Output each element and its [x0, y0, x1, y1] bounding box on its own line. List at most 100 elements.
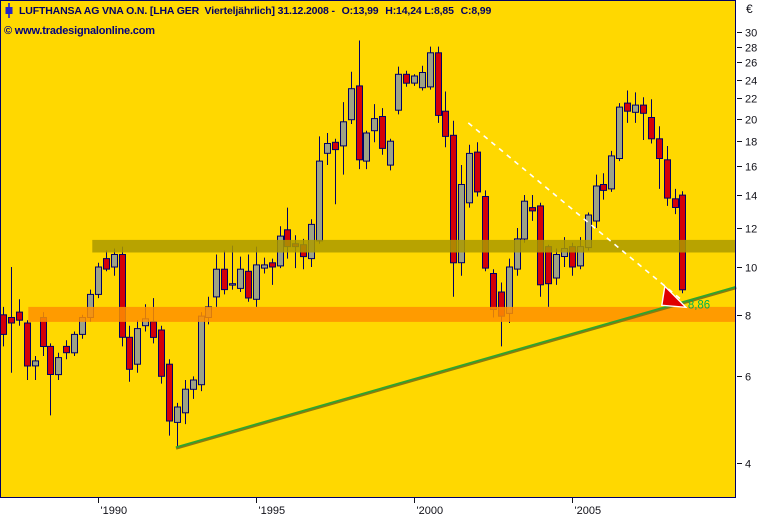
- candle-body-down: [379, 116, 386, 149]
- x-tick-label: '1990: [101, 505, 128, 517]
- candle-body-down: [442, 110, 449, 137]
- instrument-title: LUFTHANSA AG VNA O.N. [LHA GER Vierteljä…: [19, 4, 338, 17]
- candle-body-up: [387, 140, 394, 166]
- candle-body-down: [119, 254, 126, 338]
- x-tick-label: '1995: [259, 505, 286, 517]
- trendline-shadow: [175, 286, 737, 450]
- candle-body-down: [474, 151, 481, 193]
- candle-body-down: [16, 311, 23, 321]
- candle-body-up: [261, 264, 268, 269]
- close-value: C:8,99: [460, 4, 492, 17]
- arrow-marker: [661, 284, 688, 309]
- candle-body-up: [363, 132, 370, 162]
- candle-body-up: [111, 254, 118, 268]
- candle-body-up: [340, 121, 347, 147]
- candle-body-down: [356, 85, 363, 161]
- candle-body-down: [47, 345, 54, 375]
- candle-body-up: [174, 406, 181, 423]
- candle-body-up: [506, 266, 513, 314]
- candlestick-icon: [5, 3, 13, 18]
- candle-body-down: [640, 104, 647, 114]
- candle-body-up: [521, 200, 528, 240]
- candle-body-up: [213, 268, 220, 298]
- candle-body-up: [237, 268, 244, 289]
- x-tick-label: '2005: [575, 505, 602, 517]
- candle-body-down: [435, 52, 442, 116]
- candle-body-up: [182, 388, 189, 414]
- candle-body-up: [348, 88, 355, 121]
- candle-body-down: [403, 73, 410, 84]
- falling-dashed-trendline[interactable]: [467, 122, 682, 300]
- candle-body-down: [529, 207, 536, 212]
- y-tick-label: 22: [745, 94, 757, 106]
- y-tick-label: 14: [745, 191, 757, 203]
- y-tick-label: 20: [745, 115, 757, 127]
- candle-body-down: [624, 102, 631, 112]
- candle-body-up: [411, 75, 418, 84]
- candle-body-up: [134, 328, 141, 365]
- high-low-values: H:14,24 L:8,85: [382, 4, 457, 17]
- candle-body-down: [269, 262, 276, 268]
- watermark-link[interactable]: © www.tradesignalonline.com: [4, 25, 155, 37]
- candle-body-down: [158, 329, 165, 377]
- candle-body-down: [332, 141, 339, 151]
- candle-body-down: [600, 184, 607, 191]
- candle-body-down: [150, 321, 157, 338]
- candle-body-down: [126, 336, 133, 370]
- candle-body-up: [324, 143, 331, 154]
- y-tick-label: 4: [745, 459, 751, 471]
- candle-body-up: [198, 315, 205, 386]
- candle-body-up: [608, 155, 615, 190]
- resistance-zone[interactable]: [92, 239, 736, 253]
- candle-body-up: [616, 106, 623, 159]
- candle-body-down: [664, 159, 671, 199]
- candle-body-up: [514, 238, 521, 270]
- candle-body-up: [632, 104, 639, 113]
- candle-body-up: [190, 379, 197, 390]
- y-tick-label: 30: [745, 28, 757, 40]
- x-tick-label: '2000: [417, 505, 444, 517]
- candle-body-up: [95, 266, 102, 295]
- rising-support-trendline[interactable]: [175, 285, 737, 449]
- candle-body-down: [0, 314, 7, 335]
- y-tick-label: 24: [745, 76, 757, 88]
- candle-body-down: [482, 196, 489, 269]
- candle-body-up: [427, 52, 434, 88]
- candle-body-down: [490, 273, 497, 310]
- candle-body-up: [593, 185, 600, 222]
- candle-body-down: [24, 322, 31, 367]
- y-tick-label: 8: [745, 311, 751, 323]
- candle-body-down: [450, 134, 457, 264]
- candle-body-up: [466, 152, 473, 204]
- candle-body-up: [316, 160, 323, 242]
- candle-body-down: [656, 138, 663, 160]
- y-tick-label: 28: [745, 43, 757, 55]
- y-tick-label: 26: [745, 58, 757, 70]
- candle-body-up: [253, 264, 260, 300]
- candle-body-up: [371, 118, 378, 132]
- y-tick-label: 16: [745, 162, 757, 174]
- candle-body-down: [63, 345, 70, 354]
- candle-body-down: [648, 117, 655, 140]
- y-tick-label: 6: [745, 372, 751, 384]
- open-value: O:13,99: [341, 4, 379, 17]
- candle-body-down: [166, 363, 173, 422]
- support-zone[interactable]: [28, 306, 736, 322]
- y-tick-label: 18: [745, 137, 757, 149]
- candle-body-up: [55, 357, 62, 376]
- candle-body-up: [395, 73, 402, 111]
- candle-body-up: [71, 333, 78, 354]
- candle-body-down: [8, 317, 15, 324]
- currency-label: €: [746, 2, 753, 16]
- candle-body-up: [553, 254, 560, 279]
- candle-body-down: [672, 198, 679, 209]
- candle-body-up: [458, 184, 465, 264]
- chart-title-bar: LUFTHANSA AG VNA O.N. [LHA GER Vierteljä…: [0, 0, 738, 21]
- candle-body-down: [221, 268, 228, 291]
- candle-body-up: [419, 72, 426, 89]
- candle-body-up: [229, 283, 236, 286]
- candle-body-down: [103, 258, 110, 270]
- price-annotation: 8,86: [688, 299, 710, 311]
